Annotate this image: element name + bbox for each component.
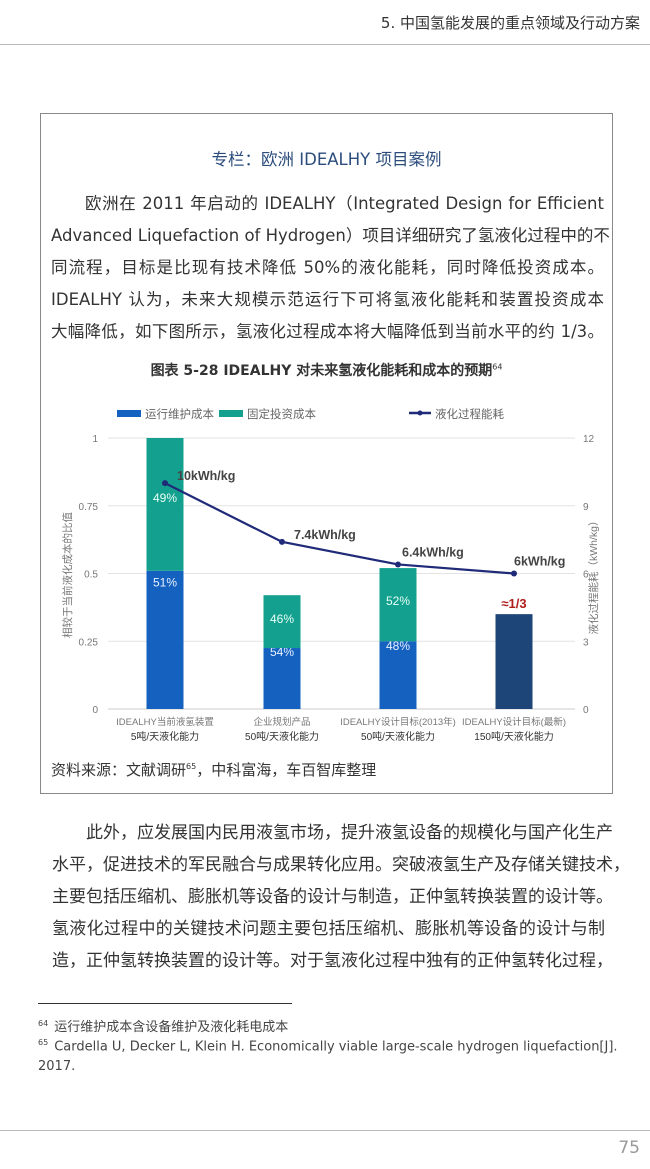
box-text-line: Advanced Liquefaction of Hydrogen）项目详细研究… <box>51 226 610 245</box>
footer-rule <box>0 1130 650 1131</box>
body-text-line: 氢液化过程中的关键技术问题主要包括压缩机、膨胀机等设备的设计与制 <box>52 919 605 939</box>
page-number: 75 <box>618 1138 640 1158</box>
box-title: 专栏：欧洲 IDEALHY 项目案例 <box>211 150 442 169</box>
chart-title: 图表 5-28 IDEALHY 对未来氢液化能耗和成本的预期64 <box>150 362 503 379</box>
body-text-line: 水平，促进技术的军民融合与成果转化应用。突破液氢生产及存储关键技术， <box>52 855 630 875</box>
box-text-line: 大幅降低，如下图所示，氢液化过程成本将大幅降低到当前水平的约 1/3。 <box>51 322 604 341</box>
body-text-line: 此外，应发展国内民用液氢市场，提升液氢设备的规模化与国产化生产 <box>86 823 613 843</box>
box-text-line: IDEALHY 认为，未来大规模示范运行下可将氢液化能耗和装置投资成本 <box>51 290 604 309</box>
body-text-line: 造，正仲氢转换装置的设计等。对于氢液化过程中独有的正仲氢转化过程， <box>52 951 613 971</box>
running-header: 5. 中国氢能发展的重点领域及行动方案 <box>380 14 640 32</box>
footnote-65-cont: 2017. <box>38 1059 76 1074</box>
footnote-65: 65 Cardella U, Decker L, Klein H. Economi… <box>38 1038 618 1055</box>
chart-source: 资料来源：文献调研65，中科富海，车百智库整理 <box>51 761 377 779</box>
footnote-rule <box>38 1003 292 1004</box>
footnote-64: 64 运行维护成本含设备维护及液化耗电成本 <box>38 1018 289 1035</box>
sidebar-box: 专栏：欧洲 IDEALHY 项目案例 欧洲在 2011 年启动的 IDEALHY… <box>40 113 613 794</box>
header-rule <box>0 44 650 45</box>
box-text-line: 同流程，目标是比现有技术降低 50%的液化能耗，同时降低投资成本。 <box>51 258 604 277</box>
box-text-line: 欧洲在 2011 年启动的 IDEALHY（Integrated Design … <box>85 194 604 213</box>
body-text-line: 主要包括压缩机、膨胀机等设备的设计与制造，正仲氢转换装置的设计等。 <box>52 887 613 907</box>
